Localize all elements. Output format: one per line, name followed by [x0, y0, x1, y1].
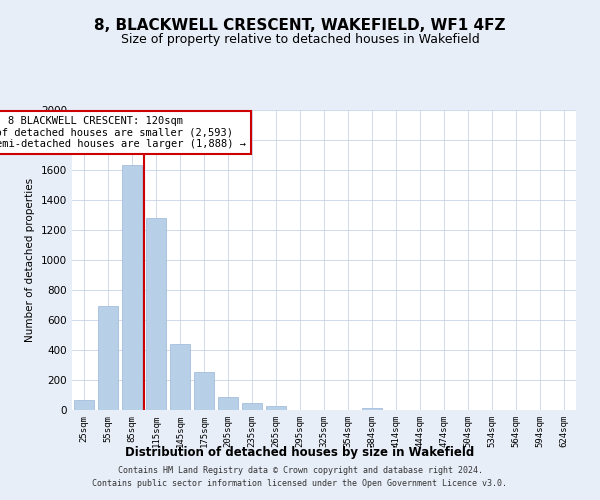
Text: 8, BLACKWELL CRESCENT, WAKEFIELD, WF1 4FZ: 8, BLACKWELL CRESCENT, WAKEFIELD, WF1 4F… — [94, 18, 506, 32]
Bar — [218, 396, 238, 410]
Text: Size of property relative to detached houses in Wakefield: Size of property relative to detached ho… — [121, 32, 479, 46]
Bar — [266, 406, 286, 410]
Bar — [146, 218, 166, 410]
Bar — [194, 372, 214, 410]
Text: 8 BLACKWELL CRESCENT: 120sqm
← 57% of detached houses are smaller (2,593)
42% of: 8 BLACKWELL CRESCENT: 120sqm ← 57% of de… — [0, 116, 246, 149]
Text: Contains HM Land Registry data © Crown copyright and database right 2024.
Contai: Contains HM Land Registry data © Crown c… — [92, 466, 508, 487]
Bar — [362, 408, 382, 410]
Bar — [170, 344, 190, 410]
Y-axis label: Number of detached properties: Number of detached properties — [25, 178, 35, 342]
Bar — [122, 165, 142, 410]
Bar — [74, 400, 94, 410]
Text: Distribution of detached houses by size in Wakefield: Distribution of detached houses by size … — [125, 446, 475, 459]
Bar — [242, 402, 262, 410]
Bar — [98, 306, 118, 410]
